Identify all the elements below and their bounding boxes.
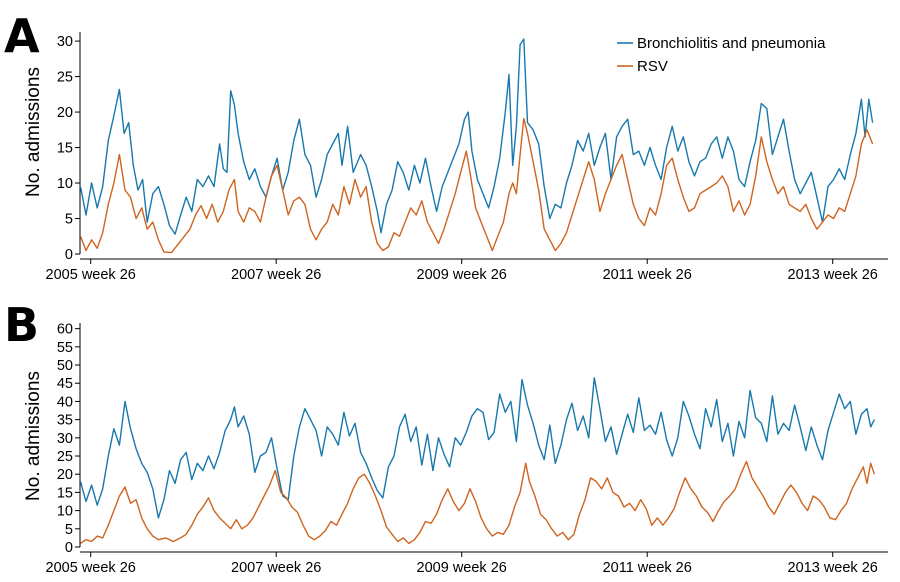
y-tick-label: 30 (57, 431, 73, 447)
x-tick-label: 2011 week 26 (603, 267, 692, 283)
y-tick-label: 15 (57, 141, 73, 157)
y-tick-label: 55 (57, 340, 73, 356)
y-tick-label: 30 (57, 34, 73, 50)
y-tick-label: 20 (57, 467, 73, 483)
y-tick-label: 60 (57, 322, 73, 338)
x-tick-label: 2013 week 26 (788, 560, 878, 576)
y-axis-title: No. admissions (23, 371, 44, 501)
rsv-line (80, 460, 876, 545)
legend-rsv-label: RSV (637, 58, 668, 75)
y-tick-label: 35 (57, 413, 73, 429)
y-tick-label: 40 (57, 394, 73, 410)
panel-label: A (4, 9, 40, 63)
x-tick-label: 2009 week 26 (417, 267, 507, 283)
x-tick-label: 2009 week 26 (417, 560, 507, 576)
y-axis-title: No. admissions (23, 67, 44, 197)
y-tick-label: 0 (65, 247, 73, 263)
x-tick-label: 2013 week 26 (788, 267, 878, 283)
y-tick-label: 10 (57, 504, 73, 520)
y-tick-label: 5 (65, 212, 73, 228)
y-tick-label: 10 (57, 176, 73, 192)
panel-b: B No. admissions 0 5 10 15 20 25 30 35 40 45 50 55 60 2… (4, 298, 888, 576)
x-tick-label: 2007 week 26 (231, 560, 321, 576)
x-tick-label: 2007 week 26 (231, 267, 321, 283)
bronchiolitis-pneumonia-line (79, 377, 876, 519)
x-tick-label: 2005 week 26 (46, 267, 136, 283)
x-tick-label: 2011 week 26 (603, 560, 692, 576)
legend-bronchiolitis-label: Bronchiolitis and pneumonia (637, 35, 826, 52)
x-tick-label: 2005 week 26 (46, 560, 136, 576)
rsv-line (79, 117, 874, 254)
panel-label: B (4, 298, 39, 352)
y-tick-label: 45 (57, 376, 73, 392)
y-tick-label: 50 (57, 358, 73, 374)
y-tick-label: 5 (65, 522, 73, 538)
bronchiolitis-pneumonia-line (79, 38, 874, 235)
y-tick-label: 0 (65, 540, 73, 556)
y-tick-label: 25 (57, 70, 73, 86)
y-tick-label: 25 (57, 449, 73, 465)
y-tick-label: 15 (57, 485, 73, 501)
y-tick-label: 20 (57, 105, 73, 121)
panel-a: A No. admissions 0 5 10 15 20 25 30 2005 week 26 2… (4, 9, 888, 283)
